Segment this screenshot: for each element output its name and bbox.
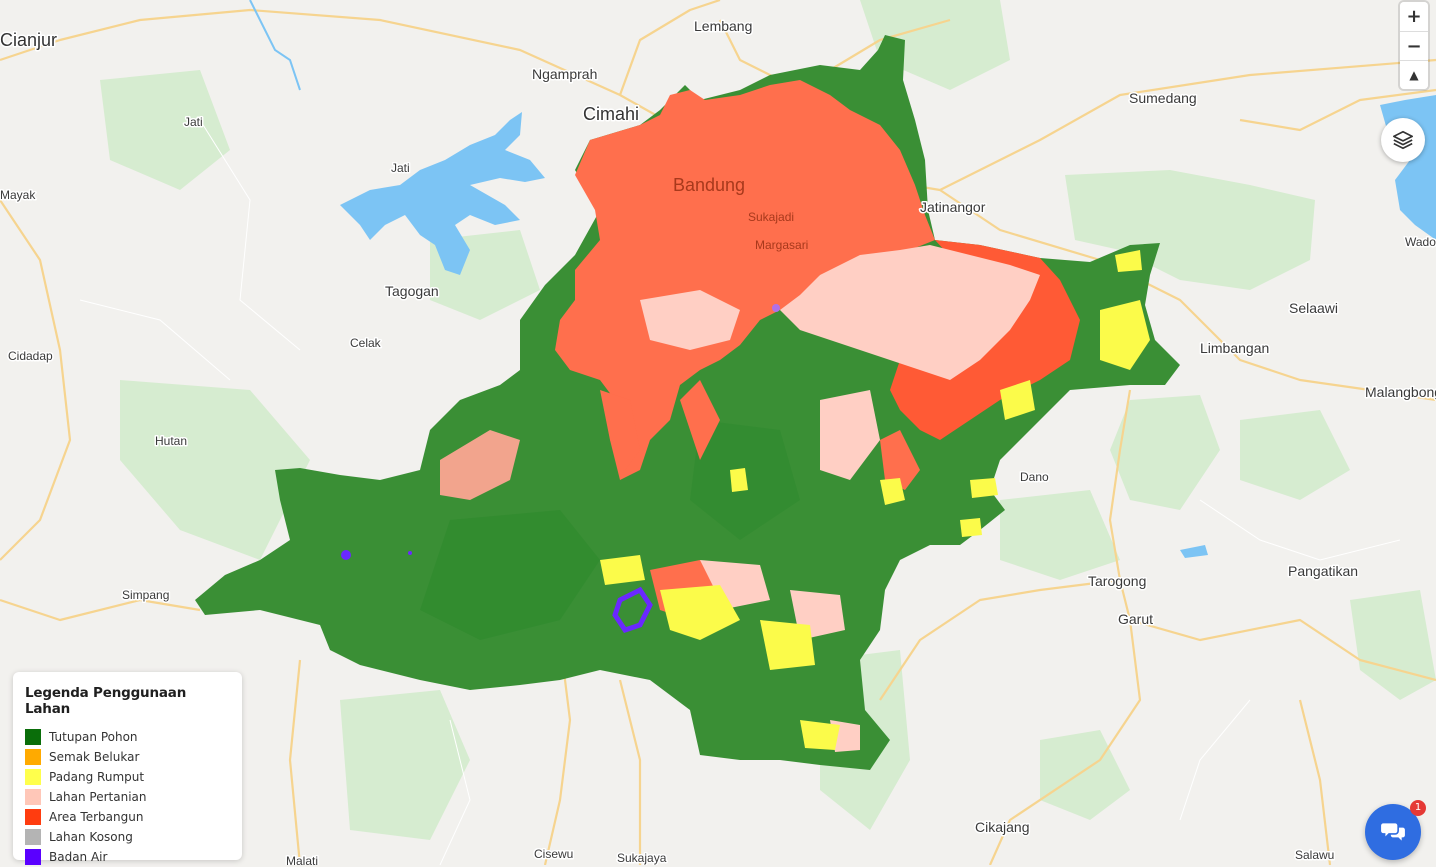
land-use-legend: Legenda Penggunaan Lahan Tutupan Pohon S… — [13, 672, 242, 865]
label-margasari: Margasari — [755, 238, 808, 252]
label-tagogan: Tagogan — [385, 283, 439, 299]
label-sukajadi: Sukajadi — [748, 210, 794, 224]
label-dano: Dano — [1020, 470, 1049, 484]
label-salawu: Salawu — [1295, 848, 1334, 862]
label-sukajaya: Sukajaya — [617, 851, 667, 865]
place-labels: Cianjur Lembang Ngamprah Cimahi Sumedang… — [0, 17, 1436, 866]
legend-swatch — [25, 789, 41, 805]
label-cikajang: Cikajang — [975, 819, 1029, 835]
chat-bubbles-icon — [1381, 823, 1405, 841]
label-selaawi: Selaawi — [1289, 300, 1338, 316]
label-malati: Malati — [286, 854, 318, 865]
label-garut: Garut — [1118, 611, 1153, 627]
label-pangatikan: Pangatikan — [1288, 563, 1358, 579]
label-jatinangor: Jatinangor — [920, 199, 986, 215]
legend-title: Legenda Penggunaan Lahan — [25, 685, 187, 717]
label-jati-2: Jati — [391, 161, 410, 175]
layers-button[interactable] — [1381, 118, 1425, 162]
label-cidadap: Cidadap — [8, 349, 53, 363]
legend-label: Lahan Pertanian — [49, 790, 147, 804]
label-simpang: Simpang — [122, 588, 169, 602]
label-limbangan: Limbangan — [1200, 340, 1269, 356]
label-celak: Celak — [350, 336, 382, 350]
label-bandung: Bandung — [673, 175, 745, 195]
label-sumedang: Sumedang — [1129, 90, 1197, 106]
zoom-control: + − ▲ — [1400, 2, 1428, 89]
legend-item: Tutupan Pohon — [25, 727, 230, 747]
legend-item: Padang Rumput — [25, 767, 230, 787]
label-wado: Wado — [1405, 235, 1436, 249]
legend-label: Area Terbangun — [49, 810, 144, 824]
zoom-in-button[interactable]: + — [1400, 2, 1428, 31]
label-cimahi: Cimahi — [583, 104, 639, 124]
legend-item: Badan Air — [25, 847, 230, 867]
label-hutan: Hutan — [155, 434, 187, 448]
legend-label: Badan Air — [49, 850, 108, 864]
landuse-region — [195, 35, 1180, 770]
basemap-green-areas — [100, 0, 1436, 840]
label-malangbong: Malangbong — [1365, 384, 1436, 400]
legend-swatch — [25, 809, 41, 825]
legend-swatch — [25, 749, 41, 765]
legend-label: Semak Belukar — [49, 750, 140, 764]
reset-north-button[interactable]: ▲ — [1400, 60, 1428, 89]
legend-label: Tutupan Pohon — [49, 730, 138, 744]
legend-item: Area Terbangun — [25, 807, 230, 827]
label-cianjur: Cianjur — [0, 30, 57, 50]
basemap-minor-roads — [79, 119, 1401, 865]
label-tarogong: Tarogong — [1088, 573, 1146, 589]
legend-item: Lahan Pertanian — [25, 787, 230, 807]
label-cisewu: Cisewu — [534, 847, 573, 861]
zoom-out-button[interactable]: − — [1400, 31, 1428, 60]
label-ngamprah: Ngamprah — [532, 66, 597, 82]
legend-item: Semak Belukar — [25, 747, 230, 767]
legend-item: Lahan Kosong — [25, 827, 230, 847]
label-jati-1: Jati — [184, 115, 203, 129]
legend-swatch — [25, 829, 41, 845]
label-mayak: Mayak — [0, 188, 36, 202]
legend-label: Padang Rumput — [49, 770, 145, 784]
legend-swatch — [25, 849, 41, 865]
label-lembang: Lembang — [694, 18, 752, 34]
notification-badge: 1 — [1410, 800, 1426, 816]
legend-swatch — [25, 769, 41, 785]
legend-label: Lahan Kosong — [49, 830, 133, 844]
legend-list: Tutupan Pohon Semak Belukar Padang Rumpu… — [25, 727, 230, 867]
layers-icon — [1393, 130, 1413, 150]
legend-swatch — [25, 729, 41, 745]
